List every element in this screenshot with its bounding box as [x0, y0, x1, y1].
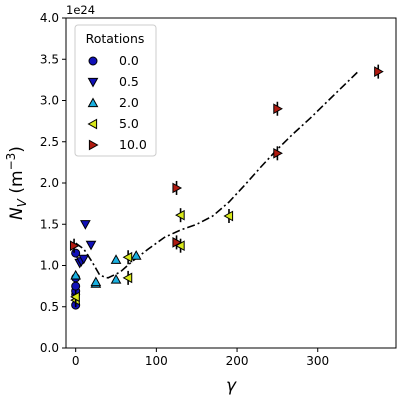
x-ticks: 0 100 200 300	[72, 348, 329, 368]
point-series-10-0	[172, 182, 183, 194]
y-tick-label: 0.0	[40, 341, 59, 355]
point-series-2-0	[110, 254, 122, 264]
point-series-5-0	[122, 251, 133, 263]
x-axis-label: γ	[226, 376, 237, 396]
point-series-2-0	[130, 250, 142, 260]
point-series-0-5	[78, 254, 90, 265]
legend-label-0-0: 0.0	[119, 53, 139, 68]
point-series-2-0	[70, 269, 82, 280]
legend-entries: 0.0 0.5 2.0 5.0 10.0	[87, 53, 147, 152]
y-tick-label: 4.0	[40, 11, 59, 25]
y-tick-label: 3.5	[40, 52, 59, 66]
x-tick-label: 200	[226, 354, 249, 368]
y-axis-label: NV (m−3)	[4, 146, 29, 220]
legend-title: Rotations	[86, 31, 145, 46]
fit-curve	[75, 71, 359, 279]
y-tick-label: 2.0	[40, 176, 59, 190]
y-ticks: 0.0 0.5 1.0 1.5 2.0 2.5 3.0 3.5 4.0	[40, 11, 66, 355]
legend-marker-0-5	[87, 77, 99, 88]
x-tick-label: 300	[306, 354, 329, 368]
y-multiplier: 1e24	[66, 3, 95, 17]
point-series-10-0	[172, 237, 183, 248]
point-series-10-0	[273, 147, 283, 159]
y-axis-label-unit: (m	[7, 170, 27, 199]
legend-label-0-5: 0.5	[119, 74, 139, 89]
point-series-5-0	[175, 209, 185, 221]
legend: Rotations 0.0 0.5 2.0 5.0 10.0	[74, 24, 157, 157]
data-points-layer	[69, 64, 384, 310]
point-series-5-0	[122, 272, 133, 284]
legend-marker-0-0	[88, 56, 98, 66]
point-series-2-0	[110, 273, 122, 284]
legend-marker-10-0	[88, 139, 99, 151]
y-axis-label-close: )	[7, 146, 27, 153]
point-series-2-0	[90, 276, 102, 287]
legend-label-10-0: 10.0	[119, 137, 147, 152]
fit-curve-layer	[75, 71, 359, 279]
point-series-0-5	[80, 220, 91, 230]
y-axis-label-sub: V	[15, 198, 29, 207]
x-tick-label: 100	[145, 354, 168, 368]
x-tick-label: 0	[72, 354, 80, 368]
legend-marker-2-0	[87, 97, 99, 108]
point-series-10-0	[69, 240, 80, 252]
y-tick-label: 2.5	[40, 135, 59, 149]
y-tick-label: 1.5	[40, 217, 59, 231]
y-tick-label: 1.0	[40, 259, 59, 273]
point-series-5-0	[70, 291, 80, 303]
legend-label-2-0: 2.0	[119, 95, 139, 110]
y-tick-label: 3.0	[40, 94, 59, 108]
point-series-5-0	[223, 210, 234, 222]
legend-marker-5-0	[87, 118, 98, 130]
point-series-0-5	[85, 240, 97, 251]
point-series-0-0	[71, 281, 81, 291]
y-axis-label-main: N	[7, 207, 27, 220]
legend-label-5-0: 5.0	[119, 116, 139, 131]
y-axis-label-exp: −3	[4, 153, 18, 171]
point-series-10-0	[374, 66, 384, 77]
point-series-0-0	[71, 248, 81, 258]
point-series-10-0	[273, 103, 283, 115]
y-tick-label: 0.5	[40, 300, 59, 314]
